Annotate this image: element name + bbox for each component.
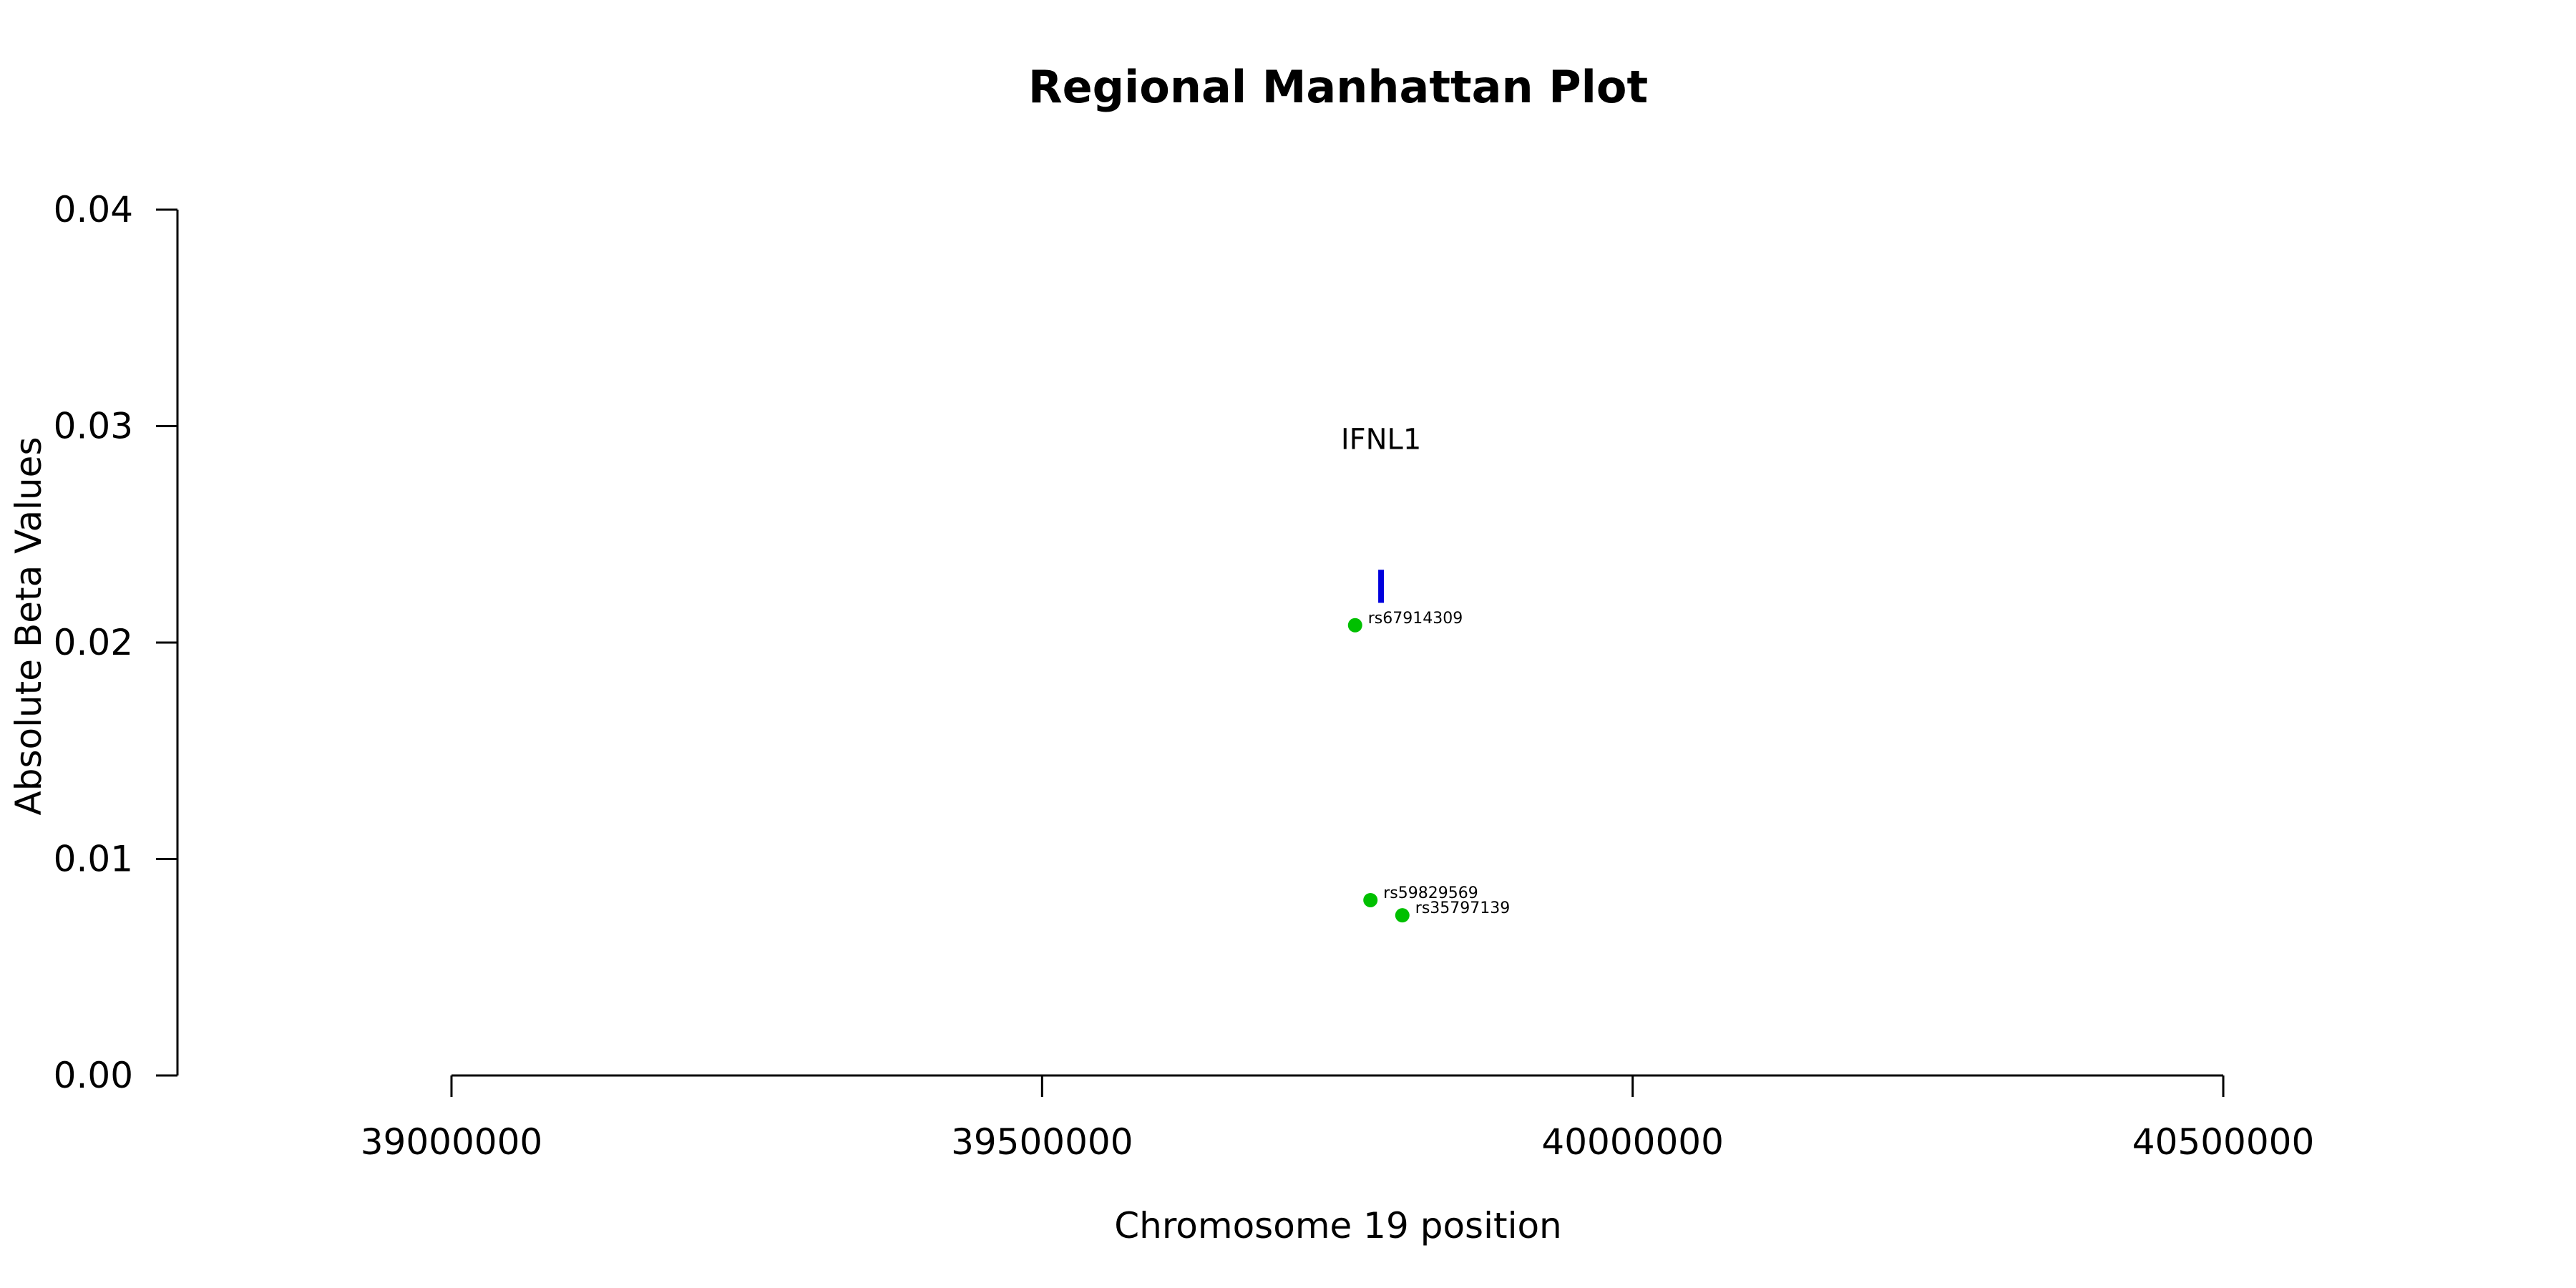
snp-point xyxy=(1347,618,1362,633)
snp-label: rs35797139 xyxy=(1415,899,1510,917)
y-tick-label: 0.00 xyxy=(54,1055,133,1096)
snp-label: rs59829569 xyxy=(1383,884,1478,902)
snp-label: rs67914309 xyxy=(1368,610,1463,628)
x-tick-label: 40500000 xyxy=(2132,1121,2315,1163)
chart-title: Regional Manhattan Plot xyxy=(1028,61,1648,113)
y-tick-label: 0.02 xyxy=(54,622,133,663)
gene-track: IFNL1 xyxy=(1341,424,1421,603)
gene-label: IFNL1 xyxy=(1341,424,1421,457)
x-axis: 39000000 39500000 40000000 40500000 xyxy=(361,1074,2315,1163)
snp-point xyxy=(1363,892,1378,907)
y-tick-label: 0.04 xyxy=(54,189,133,230)
x-tick-label: 39500000 xyxy=(951,1121,1133,1163)
snp-point xyxy=(1395,908,1410,923)
y-axis: 0.00 0.01 0.02 0.03 0.04 xyxy=(54,189,179,1096)
y-axis-label: Absolute Beta Values xyxy=(8,437,49,816)
x-axis-label: Chromosome 19 position xyxy=(1114,1205,1562,1246)
y-tick-label: 0.01 xyxy=(54,839,133,880)
y-tick-label: 0.03 xyxy=(54,406,133,447)
x-tick-label: 39000000 xyxy=(361,1121,543,1163)
x-tick-label: 40000000 xyxy=(1541,1121,1724,1163)
